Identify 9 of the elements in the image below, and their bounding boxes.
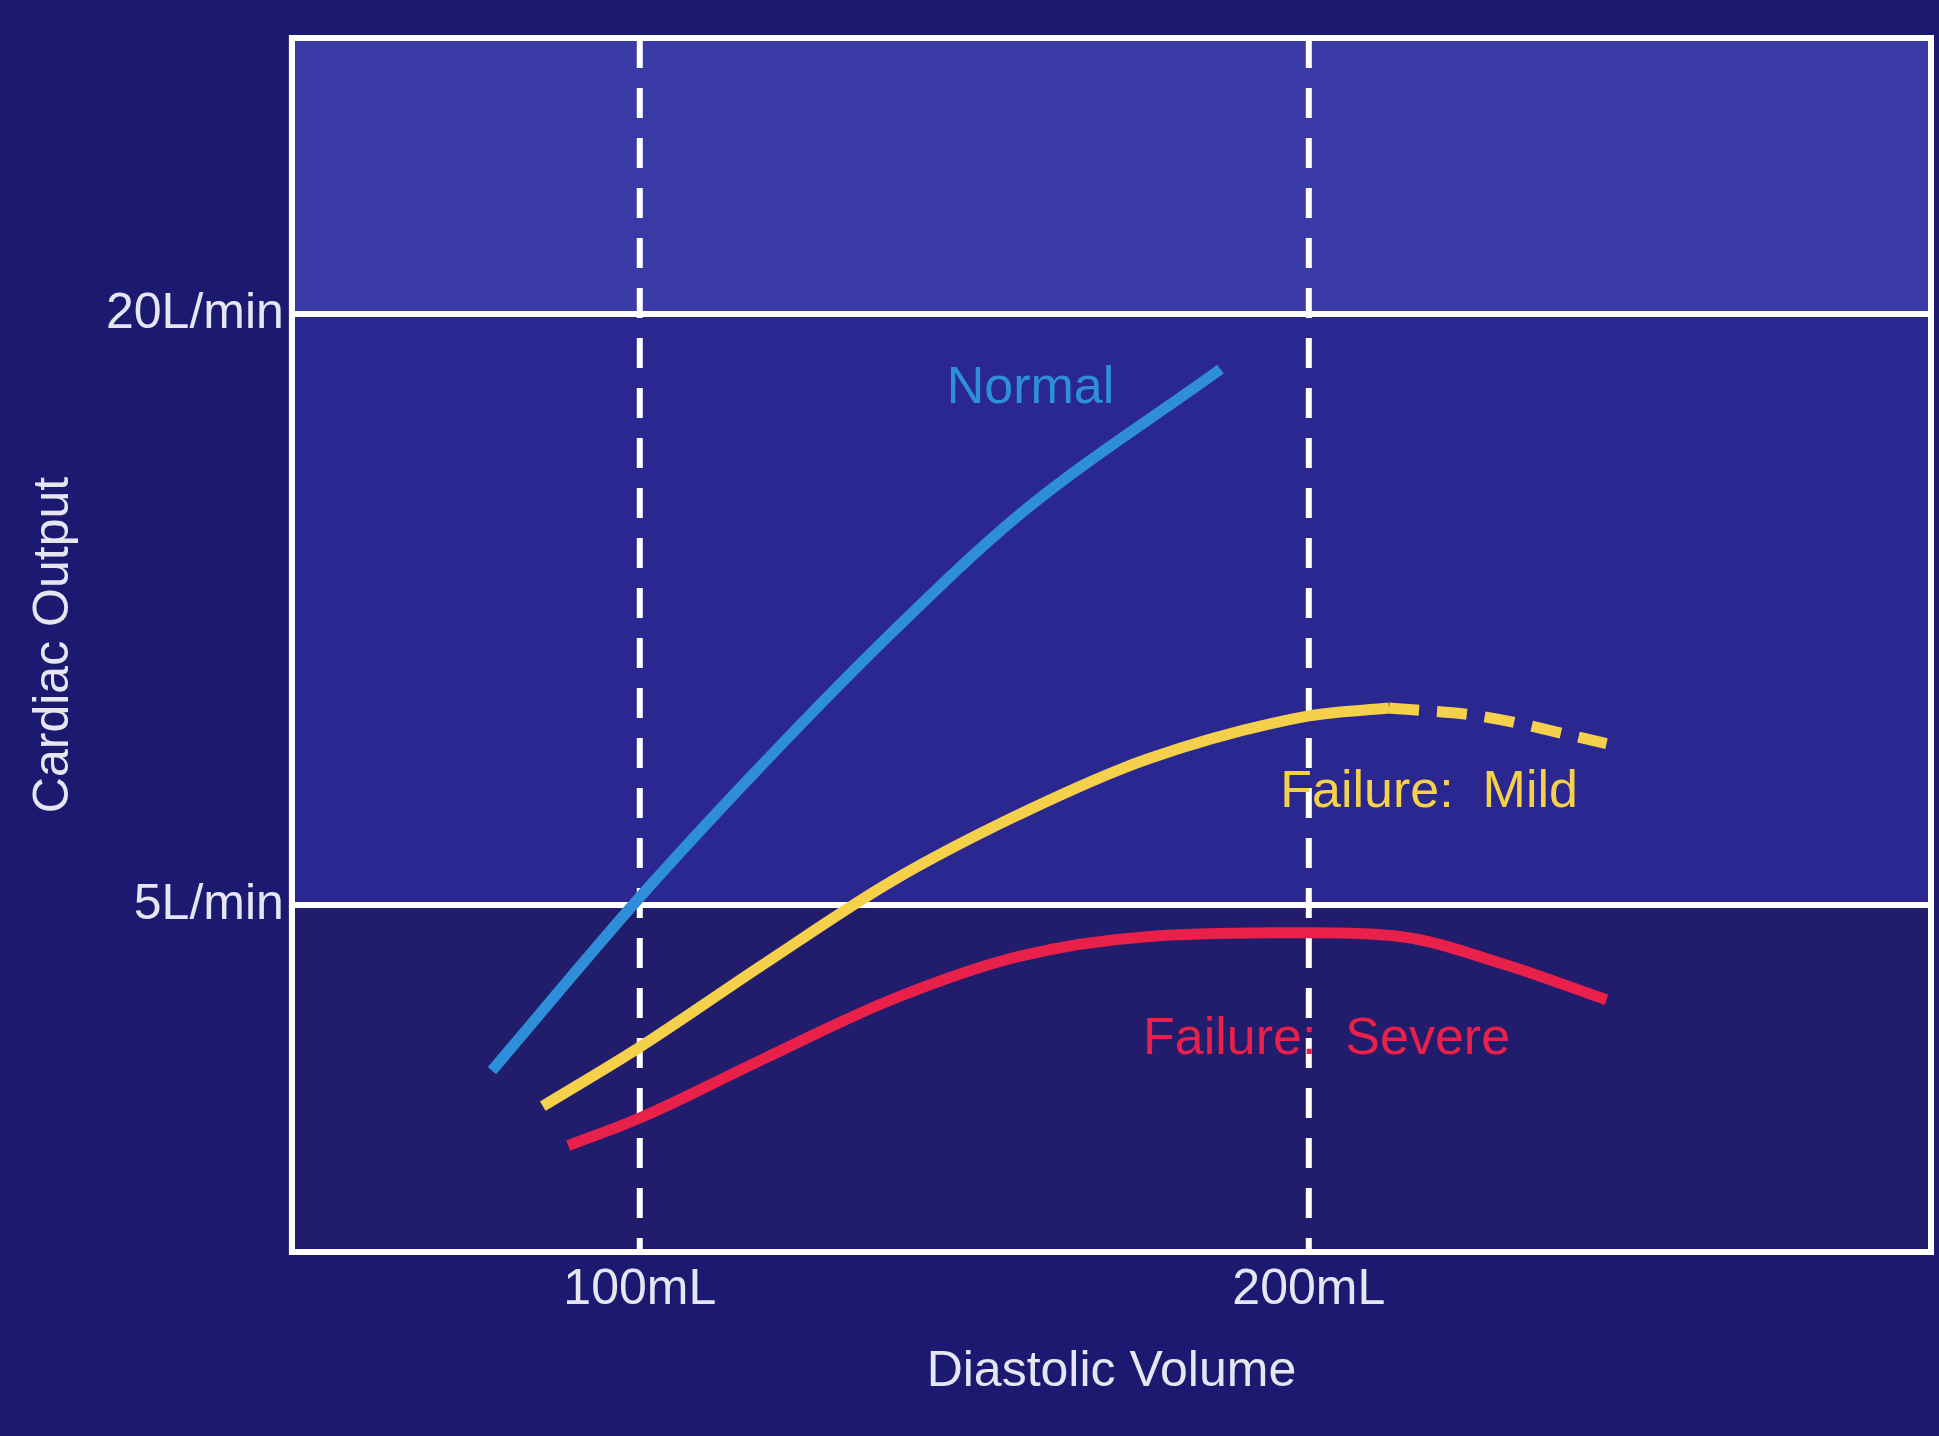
y-tick-label: 5L/min — [133, 873, 284, 930]
y-axis-title: Cardiac Output — [22, 476, 79, 814]
series-label: Normal — [946, 356, 1115, 415]
x-tick-label: 200mL — [1232, 1258, 1386, 1315]
series-label: Failure: Mild — [1280, 760, 1578, 819]
x-tick-label: 100mL — [563, 1258, 717, 1315]
x-axis-title: Diastolic Volume — [926, 1340, 1297, 1397]
series-label: Failure: Severe — [1143, 1007, 1511, 1066]
y-tick-label: 20L/min — [105, 282, 284, 339]
